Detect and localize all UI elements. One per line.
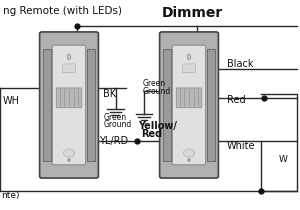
Text: Green: Green [103,113,127,122]
Text: Red: Red [141,129,162,139]
Text: BK: BK [103,89,117,100]
Text: Dimmer: Dimmer [162,6,223,20]
FancyBboxPatch shape [183,64,195,73]
Ellipse shape [68,54,70,60]
Bar [207,49,215,161]
Text: ng Remote (with LEDs): ng Remote (with LEDs) [3,6,122,16]
Text: W: W [279,155,288,164]
Text: YL/RD: YL/RD [99,136,128,146]
Text: Black: Black [226,59,253,69]
Text: WH: WH [3,96,20,106]
FancyBboxPatch shape [172,45,206,165]
Text: Green: Green [142,80,166,88]
FancyBboxPatch shape [63,64,75,73]
Text: Yellow/: Yellow/ [138,121,177,131]
Ellipse shape [188,54,190,60]
FancyBboxPatch shape [56,88,82,108]
FancyBboxPatch shape [52,45,86,165]
Bar [163,49,171,161]
Text: nte): nte) [2,191,20,200]
Bar [87,49,95,161]
Text: White: White [226,141,255,151]
Text: Red: Red [226,95,245,105]
Text: Ground: Ground [142,87,171,96]
Ellipse shape [188,158,190,162]
FancyBboxPatch shape [160,32,218,178]
Text: Ground: Ground [103,121,132,129]
Ellipse shape [68,158,70,162]
Bar [43,49,51,161]
Ellipse shape [183,149,195,157]
Ellipse shape [63,149,75,157]
FancyBboxPatch shape [176,88,202,108]
FancyBboxPatch shape [40,32,98,178]
